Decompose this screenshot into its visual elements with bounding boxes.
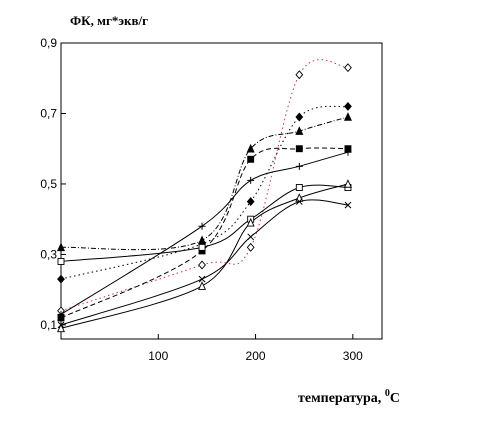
- series-line: [60, 105, 349, 280]
- data-point: [57, 274, 65, 284]
- data-point: [295, 198, 303, 205]
- y-tick-label: 0,3: [40, 247, 57, 261]
- series-curves: [60, 59, 349, 329]
- x-axis-title-text: температура,: [298, 391, 385, 406]
- data-point: [198, 235, 207, 245]
- data-point: [246, 143, 255, 153]
- data-point: [247, 233, 255, 241]
- y-tick-label: 0,9: [40, 36, 57, 50]
- data-point: [295, 184, 303, 191]
- data-point: [198, 243, 206, 251]
- y-tick-label: 0,1: [40, 318, 57, 332]
- data-point: [198, 222, 206, 230]
- data-point: [247, 176, 255, 184]
- data-point: [57, 321, 65, 329]
- data-point: [198, 260, 206, 270]
- x-axis-title-unit: С: [390, 391, 400, 406]
- series-line: [60, 116, 349, 251]
- data-point: [198, 281, 207, 290]
- series-line: [60, 184, 349, 262]
- data-point: [344, 148, 352, 156]
- data-point: [295, 162, 303, 170]
- x-axis-title: температура, 0С: [298, 388, 400, 406]
- data-point: [295, 126, 304, 135]
- x-tick-labels: 100 200 300: [148, 349, 363, 363]
- data-point: [343, 112, 352, 121]
- data-point: [343, 179, 352, 188]
- y-tick-labels: 0,1 0,3 0,5 0,7 0,9: [40, 36, 57, 332]
- data-point: [344, 63, 352, 73]
- data-point: [295, 70, 304, 80]
- y-tick-label: 0,7: [40, 106, 57, 120]
- x-tick-label: 100: [148, 349, 168, 363]
- data-point: [344, 201, 352, 209]
- data-point: [198, 275, 206, 283]
- series-line: [60, 183, 349, 329]
- series-line: [60, 151, 349, 315]
- data-point: [295, 112, 304, 122]
- series-line: [60, 59, 349, 312]
- data-point: [56, 242, 66, 252]
- data-point: [295, 145, 303, 153]
- data-point: [246, 197, 255, 207]
- x-tick-label: 200: [246, 349, 266, 363]
- series-line: [60, 147, 349, 319]
- y-tick-label: 0,5: [40, 177, 57, 191]
- data-point: [56, 323, 66, 333]
- plot-frame: [60, 42, 383, 340]
- x-tick-label: 300: [343, 349, 363, 363]
- x-axis-title-unit-sup: 0: [385, 388, 390, 399]
- series-line: [60, 199, 349, 326]
- data-point: [246, 217, 255, 227]
- data-point: [247, 155, 255, 163]
- data-point: [57, 310, 65, 318]
- y-axis-title: ФК, мг*экв/г: [70, 13, 148, 28]
- data-point: [295, 193, 304, 202]
- series-markers: [56, 63, 352, 333]
- data-point: [246, 242, 255, 252]
- data-point: [57, 258, 65, 265]
- axes: [60, 42, 383, 340]
- data-point: [344, 101, 352, 111]
